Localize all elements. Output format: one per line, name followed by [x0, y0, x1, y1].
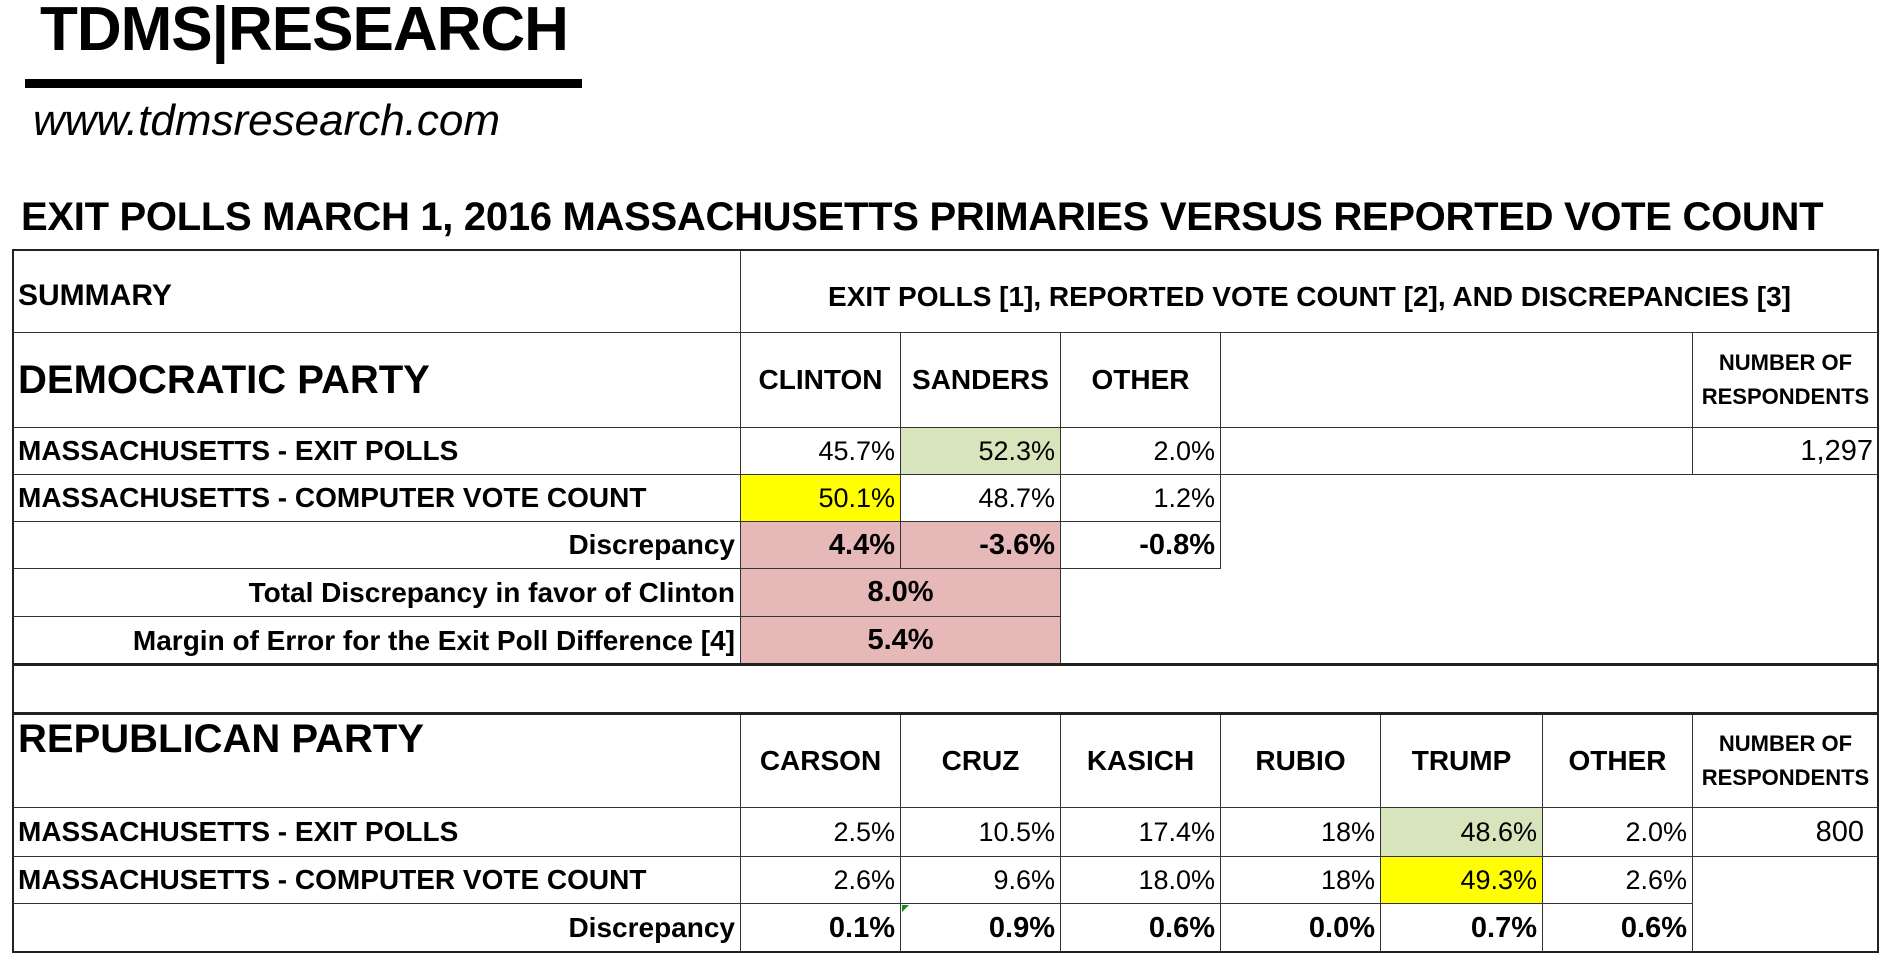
rep-exit-carson: 2.5%: [741, 808, 901, 857]
col-header-carson: CARSON: [741, 715, 901, 808]
empty-cell: [1221, 428, 1693, 475]
logo: TDMS|RESEARCH: [40, 0, 569, 64]
row-label-discrepancy: Discrepancy: [13, 522, 741, 569]
dem-disc-other: -0.8%: [1061, 522, 1221, 569]
dem-exit-clinton: 45.7%: [741, 428, 901, 475]
col-header-cruz: CRUZ: [901, 715, 1061, 808]
rep-respondents: 800: [1693, 808, 1878, 857]
dem-disc-sanders: -3.6%: [901, 522, 1061, 569]
dem-exit-sanders: 52.3%: [901, 428, 1061, 475]
col-header-other-rep: OTHER: [1543, 715, 1693, 808]
col-header-clinton: CLINTON: [741, 333, 901, 428]
row-label-exit-polls-rep: MASSACHUSETTS - EXIT POLLS: [13, 808, 741, 857]
logo-underline: [25, 79, 582, 88]
rep-exit-cruz: 10.5%: [901, 808, 1061, 857]
page-title: EXIT POLLS MARCH 1, 2016 MASSACHUSETTS P…: [21, 195, 1824, 239]
rep-disc-rubio: 0.0%: [1221, 904, 1381, 952]
col-header-kasich: KASICH: [1061, 715, 1221, 808]
rep-disc-trump: 0.7%: [1381, 904, 1543, 952]
summary-heading: EXIT POLLS [1], REPORTED VOTE COUNT [2],…: [741, 250, 1878, 333]
margin-of-error-value: 5.4%: [741, 617, 1061, 664]
row-label-vote-count-rep: MASSACHUSETTS - COMPUTER VOTE COUNT: [13, 857, 741, 904]
rep-disc-carson: 0.1%: [741, 904, 901, 952]
margin-of-error-label: Margin of Error for the Exit Poll Differ…: [13, 617, 741, 664]
col-header-sanders: SANDERS: [901, 333, 1061, 428]
website-url: www.tdmsresearch.com: [33, 96, 501, 145]
dem-count-sanders: 48.7%: [901, 475, 1061, 522]
dem-disc-clinton: 4.4%: [741, 522, 901, 569]
rep-count-kasich: 18.0%: [1061, 857, 1221, 904]
rep-disc-cruz: 0.9%: [901, 904, 1061, 952]
rep-count-trump: 49.3%: [1381, 857, 1543, 904]
rep-disc-other: 0.6%: [1543, 904, 1693, 952]
row-label-vote-count: MASSACHUSETTS - COMPUTER VOTE COUNT: [13, 475, 741, 522]
col-header-respondents-rep: NUMBER OF RESPONDENTS: [1693, 715, 1878, 808]
dem-count-clinton: 50.1%: [741, 475, 901, 522]
total-discrepancy-value: 8.0%: [741, 569, 1061, 617]
dem-respondents: 1,297: [1693, 428, 1878, 475]
rep-exit-rubio: 18%: [1221, 808, 1381, 857]
rep-count-cruz: 9.6%: [901, 857, 1061, 904]
dem-exit-other: 2.0%: [1061, 428, 1221, 475]
rep-count-other: 2.6%: [1543, 857, 1693, 904]
row-label-discrepancy-rep: Discrepancy: [13, 904, 741, 952]
total-discrepancy-label: Total Discrepancy in favor of Clinton: [13, 569, 741, 617]
col-header-other: OTHER: [1061, 333, 1221, 428]
row-label-exit-polls: MASSACHUSETTS - EXIT POLLS: [13, 428, 741, 475]
empty-header-cell: [1221, 333, 1693, 428]
republican-party-label: REPUBLICAN PARTY: [13, 715, 741, 808]
rep-exit-other: 2.0%: [1543, 808, 1693, 857]
cell-error-indicator-icon: [902, 905, 909, 912]
dem-count-other: 1.2%: [1061, 475, 1221, 522]
rep-count-carson: 2.6%: [741, 857, 901, 904]
rep-disc-kasich: 0.6%: [1061, 904, 1221, 952]
rep-count-rubio: 18%: [1221, 857, 1381, 904]
section-divider: [13, 712, 1878, 715]
col-header-rubio: RUBIO: [1221, 715, 1381, 808]
col-header-trump: TRUMP: [1381, 715, 1543, 808]
section-divider: [13, 663, 1878, 666]
rep-exit-trump: 48.6%: [1381, 808, 1543, 857]
col-header-respondents: NUMBER OF RESPONDENTS: [1693, 333, 1878, 428]
rep-exit-kasich: 17.4%: [1061, 808, 1221, 857]
democratic-party-label: DEMOCRATIC PARTY: [13, 333, 741, 428]
summary-label: SUMMARY: [13, 250, 741, 333]
